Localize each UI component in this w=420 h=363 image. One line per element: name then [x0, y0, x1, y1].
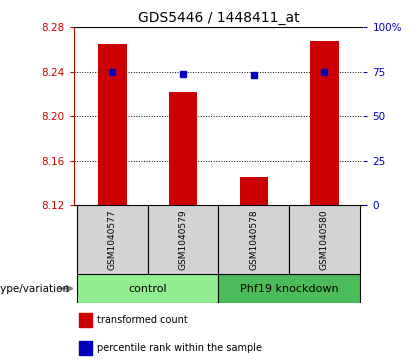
- Bar: [218, 205, 289, 274]
- Bar: [239, 177, 268, 205]
- Text: transformed count: transformed count: [97, 315, 187, 325]
- Text: genotype/variation: genotype/variation: [0, 284, 69, 294]
- Title: GDS5446 / 1448411_at: GDS5446 / 1448411_at: [138, 11, 299, 25]
- Bar: [218, 274, 360, 303]
- Bar: [77, 274, 218, 303]
- Text: GSM1040577: GSM1040577: [108, 209, 117, 270]
- Text: control: control: [129, 284, 167, 294]
- Text: GSM1040579: GSM1040579: [178, 209, 188, 270]
- Bar: [310, 41, 339, 205]
- Text: GSM1040578: GSM1040578: [249, 209, 258, 270]
- Bar: [77, 205, 148, 274]
- Bar: [148, 205, 218, 274]
- Text: GSM1040580: GSM1040580: [320, 209, 329, 270]
- Bar: [79, 341, 92, 355]
- Bar: [79, 313, 92, 327]
- Bar: [98, 44, 126, 205]
- Bar: [169, 92, 197, 205]
- Text: Phf19 knockdown: Phf19 knockdown: [240, 284, 339, 294]
- Text: percentile rank within the sample: percentile rank within the sample: [97, 343, 262, 353]
- Bar: [289, 205, 360, 274]
